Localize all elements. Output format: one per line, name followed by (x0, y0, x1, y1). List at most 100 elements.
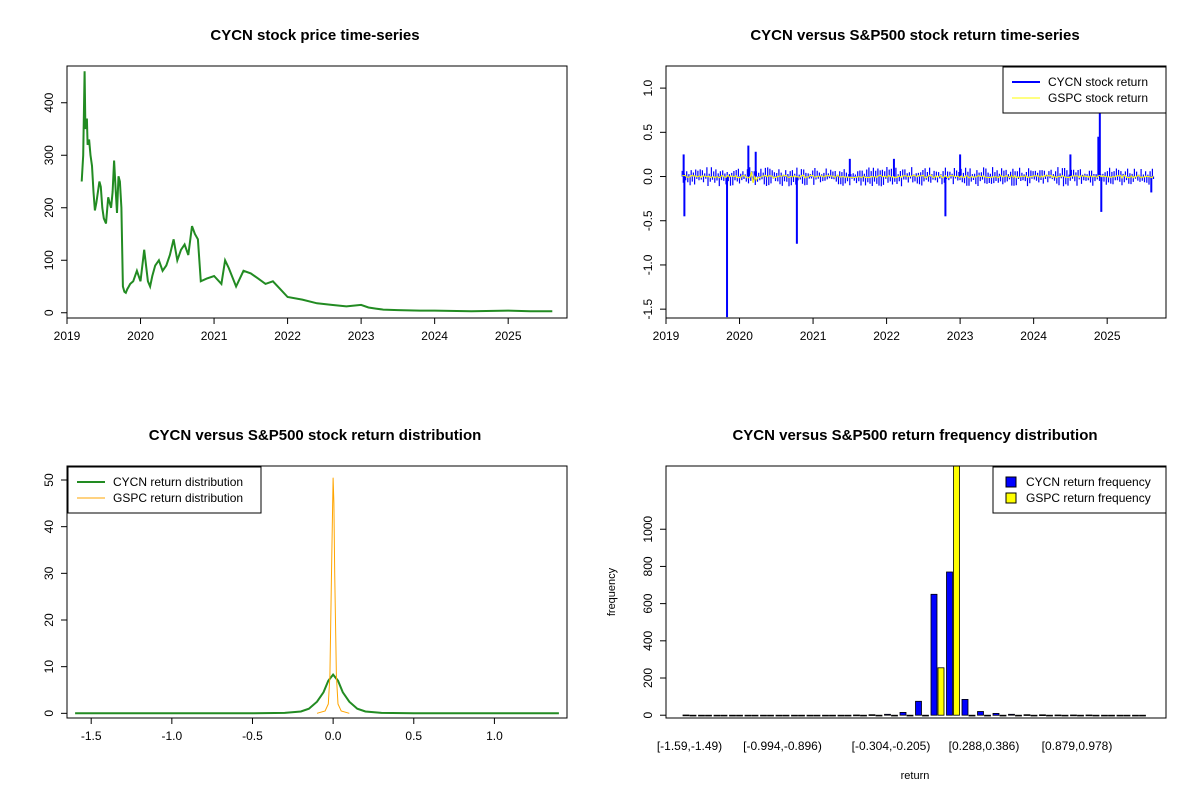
frequency-legend-label-gspc: GSPC return frequency (1026, 491, 1151, 505)
gspc-frequency-bar-6 (782, 714, 790, 717)
gspc-frequency-bar-26 (1092, 714, 1100, 717)
returns-x-tick-label-5: 2024 (1020, 329, 1047, 343)
returns-x-tick-label-1: 2020 (726, 329, 753, 343)
gspc-density-line (316, 477, 350, 714)
cycn-frequency-bar-2 (713, 714, 721, 717)
gspc-frequency-bar-22 (1030, 714, 1038, 717)
gspc-frequency-bar-28 (1123, 714, 1131, 717)
gspc-frequency-bar-9 (829, 714, 836, 717)
gspc-frequency-bar-20 (999, 714, 1007, 717)
gspc-frequency-bar-16 (937, 667, 945, 716)
returns-chart-title: CYCN versus S&P500 stock return time-ser… (750, 27, 1079, 44)
returns-x-tick-label-4: 2023 (947, 329, 974, 343)
cycn-frequency-bar-4 (744, 714, 752, 717)
cycn-frequency-bar-0 (682, 714, 690, 717)
price-plot-frame (66, 65, 568, 319)
frequency-y-tick-label-0: 0 (641, 712, 655, 719)
gspc-frequency-bar-25 (1077, 714, 1084, 717)
frequency-plot-frame (665, 465, 1167, 719)
cycn-frequency-bar-6 (775, 714, 783, 717)
price-x-tick-label-4: 2023 (348, 329, 375, 343)
frequency-y-tick-label-5: 1000 (641, 516, 655, 543)
returns-legend: CYCN stock return GSPC stock return (1002, 66, 1167, 114)
frequency-legend-label-cycn: CYCN return frequency (1026, 475, 1151, 489)
price-y-tick-label-3: 300 (42, 145, 56, 165)
returns-legend-label-cycn: CYCN stock return (1048, 75, 1148, 89)
gspc-frequency-bar-29 (1139, 714, 1146, 717)
cycn-frequency-bar-10 (837, 714, 845, 717)
cycn-frequency-bar-28 (1116, 714, 1124, 717)
distribution-legend: CYCN return distribution GSPC return dis… (67, 466, 262, 514)
price-y-tick-label-2: 200 (42, 197, 56, 217)
gspc-frequency-bar-21 (1015, 714, 1022, 717)
price-x-tick-label-1: 2020 (127, 329, 154, 343)
returns-y-tick-label-3: 0.0 (641, 168, 655, 185)
distribution-y-tick-label-4: 40 (42, 520, 56, 534)
frequency-x-tick-label-1: [-0.994,-0.896) (743, 739, 822, 753)
cycn-frequency-bar-14 (899, 712, 907, 716)
returns-chart-panel: CYCN versus S&P500 stock return time-ser… (641, 27, 1167, 343)
gspc-frequency-bar-3 (736, 714, 743, 717)
cycn-frequency-bar-15 (915, 700, 922, 716)
distribution-x-tick-label-0: -1.5 (81, 729, 102, 743)
returns-x-tick-label-6: 2025 (1094, 329, 1121, 343)
frequency-chart-panel: CYCN versus S&P500 return frequency dist… (606, 427, 1167, 782)
cycn-frequency-bar-23 (1039, 714, 1046, 716)
gspc-frequency-bar-11 (860, 714, 867, 717)
returns-x-tick-label-0: 2019 (653, 329, 680, 343)
gspc-frequency-bar-27 (1108, 714, 1115, 717)
returns-x-tick-label-3: 2022 (873, 329, 900, 343)
frequency-x-tick-label-0: [-1.59,-1.49) (657, 739, 722, 753)
cycn-frequency-bar-24 (1054, 714, 1062, 717)
returns-y-tick-label-4: 0.5 (641, 124, 655, 141)
cycn-frequency-bar-25 (1070, 714, 1077, 717)
price-y-tick-label-0: 0 (42, 309, 56, 316)
cycn-frequency-bar-9 (822, 714, 829, 717)
frequency-legend-swatch-cycn (1005, 476, 1017, 488)
frequency-legend: CYCN return frequency GSPC return freque… (992, 466, 1167, 514)
gspc-frequency-bar-12 (875, 714, 883, 717)
gspc-frequency-bar-7 (798, 714, 805, 717)
gspc-frequency-bar-17 (953, 465, 960, 716)
gspc-frequency-bar-13 (891, 714, 898, 717)
distribution-x-tick-label-1: -1.0 (161, 729, 182, 743)
gspc-frequency-bar-19 (984, 714, 991, 717)
distribution-y-tick-label-5: 50 (42, 473, 56, 487)
frequency-y-axis-label: frequency (606, 567, 618, 616)
returns-plot-frame (665, 65, 1167, 319)
cycn-frequency-bar-17 (946, 571, 953, 716)
price-x-tick-label-2: 2021 (201, 329, 228, 343)
gspc-frequency-bar-4 (751, 714, 759, 717)
price-y-tick-label-4: 400 (42, 92, 56, 112)
gspc-frequency-bar-0 (689, 714, 697, 717)
cycn-frequency-bar-27 (1101, 714, 1108, 717)
distribution-legend-label-gspc: GSPC return distribution (113, 491, 243, 505)
cycn-frequency-bar-1 (698, 714, 705, 717)
price-x-tick-label-5: 2024 (421, 329, 448, 343)
returns-x-tick-label-2: 2021 (800, 329, 827, 343)
distribution-x-tick-label-5: 1.0 (486, 729, 503, 743)
distribution-y-tick-label-1: 10 (42, 660, 56, 674)
distribution-x-tick-label-3: 0.0 (325, 729, 342, 743)
returns-legend-label-gspc: GSPC stock return (1048, 91, 1148, 105)
frequency-y-tick-label-2: 400 (641, 630, 655, 650)
gspc-frequency-bar-24 (1061, 714, 1069, 717)
price-chart-panel: CYCN stock price time-series 2019 2020 202… (42, 27, 568, 343)
distribution-x-tick-label-4: 0.5 (405, 729, 422, 743)
cycn-frequency-bar-16 (930, 593, 938, 716)
cycn-frequency-bar-22 (1023, 714, 1031, 716)
price-chart-title: CYCN stock price time-series (210, 27, 419, 44)
distribution-legend-label-cycn: CYCN return distribution (113, 475, 243, 489)
cycn-frequency-bar-11 (853, 714, 860, 717)
frequency-y-tick-label-1: 200 (641, 668, 655, 688)
returns-y-tick-label-0: -1.5 (641, 298, 655, 319)
distribution-y-tick-label-3: 30 (42, 566, 56, 580)
distribution-y-tick-label-2: 20 (42, 613, 56, 627)
frequency-legend-swatch-gspc (1005, 492, 1017, 504)
cycn-frequency-bar-12 (868, 714, 876, 716)
frequency-y-tick-label-4: 800 (641, 556, 655, 576)
gspc-return-line (682, 171, 1154, 184)
cycn-frequency-bar-5 (760, 714, 767, 717)
distribution-chart-panel: CYCN versus S&P500 stock return distribu… (42, 427, 568, 743)
